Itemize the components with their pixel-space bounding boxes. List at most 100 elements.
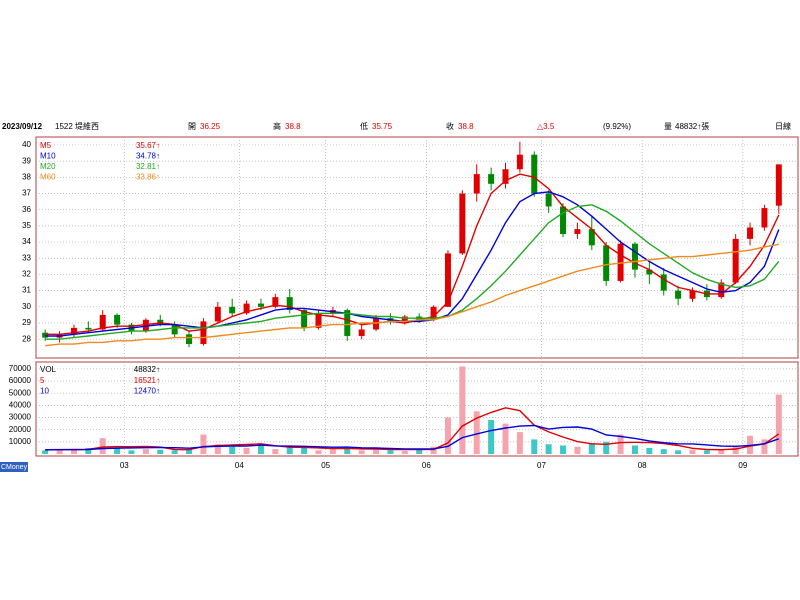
candle-body	[660, 274, 667, 291]
candle-body	[42, 332, 49, 338]
x-tick-label: 08	[638, 461, 647, 470]
volume-bar	[99, 438, 106, 454]
volume-bar	[142, 449, 149, 454]
stock: 1522 堤維西	[55, 121, 99, 131]
volume-bar	[416, 449, 423, 454]
y-tick-label: 39	[22, 156, 31, 165]
volume-bar	[286, 446, 293, 454]
volume-bar	[516, 432, 523, 454]
candle-body	[401, 316, 408, 322]
volume-bar	[732, 445, 739, 454]
volume-bar	[430, 446, 437, 454]
y-tick-label: 29	[22, 318, 31, 327]
volume-bar	[373, 449, 380, 454]
candle-body	[301, 310, 308, 328]
candle-body	[315, 313, 322, 328]
candle-body	[775, 164, 782, 206]
price-panel	[35, 136, 799, 359]
volume-value: 48832↑張	[675, 122, 709, 131]
legend-name: M60	[40, 173, 56, 182]
field-value: 38.8	[458, 122, 474, 131]
legend-name: M20	[40, 162, 56, 171]
field-value: 35.75	[372, 122, 393, 131]
volume-bar	[660, 449, 667, 454]
candle-body	[502, 169, 509, 184]
volume-bar	[70, 449, 77, 454]
candle-body	[588, 229, 595, 246]
candle-body	[186, 334, 193, 345]
volume-bar	[718, 449, 725, 454]
volume-bar	[329, 449, 336, 454]
volume-bar	[617, 434, 624, 454]
x-tick-label: 04	[235, 461, 244, 470]
legend-value: 33.86↑	[136, 173, 160, 182]
field-label: 開	[188, 122, 196, 131]
field-value: 38.8	[285, 122, 301, 131]
change: △3.5	[537, 122, 555, 131]
candle-body	[344, 310, 351, 336]
candle-body	[675, 290, 682, 299]
x-axis-band	[0, 460, 800, 472]
ma-line	[45, 191, 780, 337]
volume-bar	[689, 449, 696, 454]
candle-body	[171, 324, 178, 335]
x-tick-label: 09	[738, 461, 747, 470]
volume-tick-label: 50000	[9, 388, 32, 397]
candle-body	[157, 319, 164, 325]
y-tick-label: 31	[22, 286, 31, 295]
y-tick-label: 34	[22, 237, 31, 246]
volume-bar	[243, 447, 250, 454]
candle-body	[747, 227, 754, 239]
logo-box	[0, 462, 28, 472]
y-tick-label: 33	[22, 253, 31, 262]
y-tick-label: 40	[22, 140, 31, 149]
date: 2023/09/12	[2, 122, 43, 131]
volume-bar	[588, 443, 595, 454]
candle-body	[70, 327, 77, 335]
volume-bar	[531, 439, 538, 454]
field-label: 收	[446, 121, 454, 131]
volume-bar	[401, 450, 408, 454]
candle-body	[142, 319, 149, 332]
volume-bar	[344, 447, 351, 454]
candle-body	[689, 290, 696, 299]
candle-body	[430, 306, 437, 320]
ma-line	[45, 424, 780, 451]
candle-body	[286, 297, 293, 311]
legend-name: M10	[40, 152, 56, 161]
candle-body	[473, 174, 480, 194]
volume-bar	[42, 450, 49, 454]
candle-body	[646, 269, 653, 275]
candle-body	[617, 243, 624, 281]
candle-body	[229, 306, 236, 314]
volume-bar	[387, 450, 394, 454]
volume-tick-label: 10000	[9, 437, 32, 446]
x-tick-label: 06	[422, 461, 431, 470]
volume-bar	[257, 445, 264, 454]
legend-value: 35.67↑	[136, 141, 160, 150]
candle-body	[603, 245, 610, 281]
volume-bar	[200, 434, 207, 454]
volume-bar	[315, 450, 322, 454]
candle-body	[531, 154, 538, 194]
volume-tick-label: 60000	[9, 376, 32, 385]
candle-body	[243, 303, 250, 314]
legend-name: VOL	[40, 365, 57, 374]
legend-value: 34.78↑	[136, 152, 160, 161]
legend-name: M5	[40, 141, 52, 150]
volume-bar	[775, 394, 782, 454]
candle-body	[488, 174, 495, 184]
y-tick-label: 32	[22, 270, 31, 279]
y-tick-label: 38	[22, 172, 31, 181]
volume-bar	[157, 449, 164, 454]
volume-bar	[560, 445, 567, 454]
volume-bar	[761, 439, 768, 454]
volume-bar	[85, 447, 92, 454]
volume-bar	[186, 449, 193, 454]
field-value: 36.25	[200, 122, 221, 131]
legend-name: 5	[40, 376, 45, 385]
candle-body	[560, 206, 567, 234]
volume-bar	[229, 446, 236, 454]
